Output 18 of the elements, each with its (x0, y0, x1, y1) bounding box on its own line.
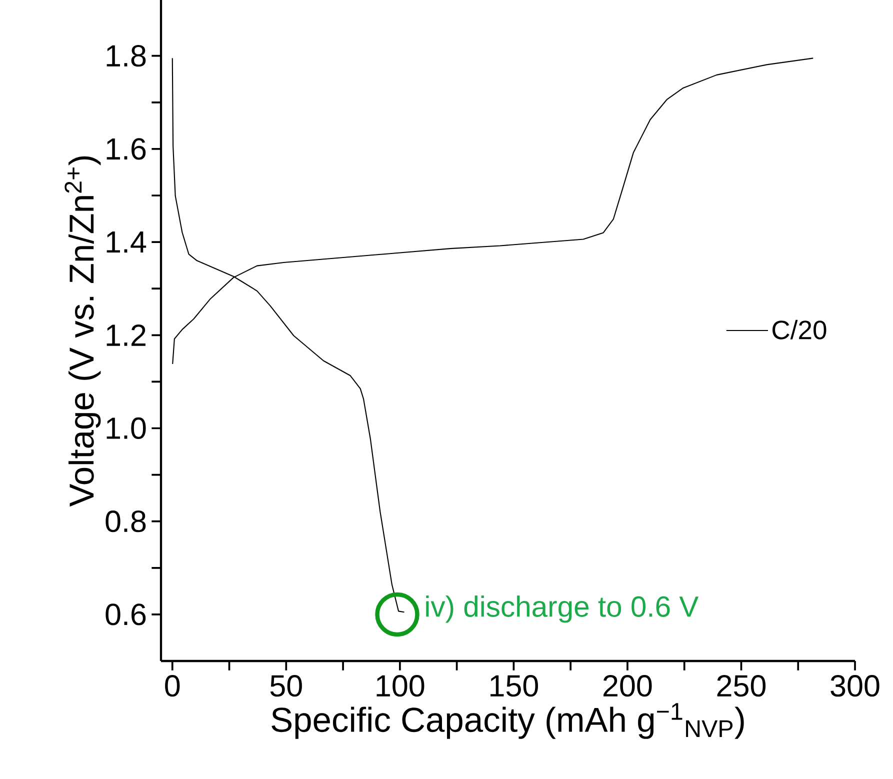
x-tick-label: 150 (490, 675, 538, 697)
y-tick-label: 1.8 (106, 45, 146, 67)
y-tick-label: 1.2 (106, 324, 146, 346)
y-axis-title: Voltage (V vs. Zn/Zn$^{2+}$) (64, 156, 101, 507)
x-tick-label: 200 (604, 675, 652, 697)
y-tick-label: 1.4 (106, 232, 146, 253)
x-tick-label: 300 (830, 675, 880, 697)
y-tick-label: 1.6 (106, 138, 146, 160)
x-tick-label: 100 (376, 675, 424, 697)
y-tick-label: 0.8 (106, 510, 146, 532)
x-tick-label: 250 (717, 675, 766, 697)
x-tick-label: 50 (270, 675, 302, 697)
x-tick-label: 0 (165, 675, 180, 697)
annotation: iv) discharge to 0.6 V (426, 595, 699, 623)
y-tick-label: 0.6 (106, 604, 146, 626)
y-tick-label: 1.0 (106, 417, 146, 440)
x-axis-title: Specific Capacity (mAh g$^{−1}$$_{NVP}$) (272, 703, 744, 739)
legend-label: C/20 (772, 320, 826, 340)
